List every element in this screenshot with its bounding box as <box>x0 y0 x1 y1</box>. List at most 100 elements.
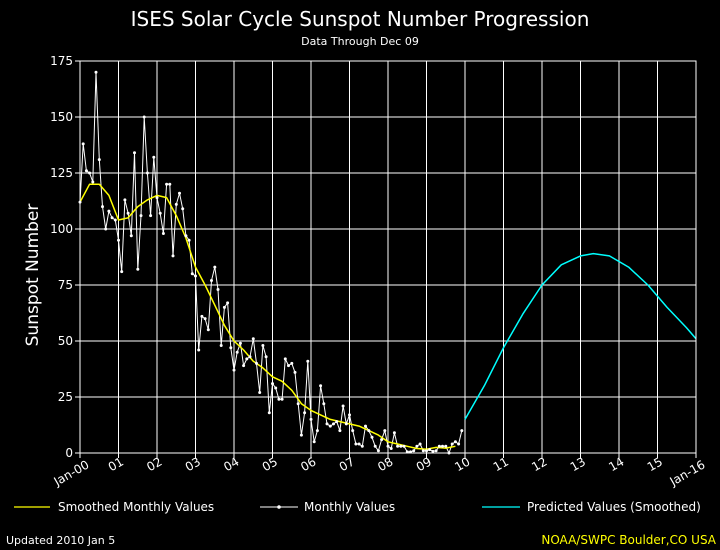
monthly-point <box>309 417 313 421</box>
monthly-point <box>344 422 348 426</box>
monthly-point <box>312 440 316 444</box>
monthly-point <box>392 431 396 435</box>
updated-text: Updated 2010 Jan 5 <box>6 534 115 547</box>
monthly-point <box>174 202 178 206</box>
grid <box>75 60 697 458</box>
monthly-point <box>383 429 387 433</box>
monthly-point <box>283 357 287 361</box>
monthly-point <box>101 205 104 209</box>
monthly-point <box>431 449 435 453</box>
monthly-point <box>296 402 300 406</box>
legend-smoothed-label: Smoothed Monthly Values <box>58 500 214 514</box>
monthly-point <box>373 444 377 448</box>
monthly-point <box>91 180 95 184</box>
monthly-point <box>338 429 342 433</box>
x-tick-label: 04 <box>221 454 241 474</box>
monthly-point <box>370 435 374 439</box>
monthly-point <box>418 442 422 446</box>
monthly-point <box>126 211 130 215</box>
monthly-point <box>84 169 88 173</box>
x-tick-label: Jan-16 <box>667 457 708 489</box>
monthly-point <box>113 218 117 222</box>
monthly-point <box>415 444 419 448</box>
x-tick-label: 14 <box>606 454 626 474</box>
monthly-point <box>133 151 136 155</box>
monthly-point <box>145 171 149 175</box>
y-tick-label: 75 <box>58 278 73 292</box>
monthly-point <box>453 440 457 444</box>
monthly-point <box>280 397 284 401</box>
x-tick-label: Jan-00 <box>51 457 92 489</box>
x-tick-label: 13 <box>568 454 588 474</box>
y-tick-label: 150 <box>50 110 73 124</box>
monthly-point <box>412 449 416 453</box>
legend-monthly-label: Monthly Values <box>304 500 395 514</box>
monthly-point <box>319 384 323 388</box>
monthly-point <box>213 265 217 269</box>
y-tick-label: 50 <box>58 334 73 348</box>
x-tick-label: 10 <box>452 454 472 474</box>
monthly-point <box>360 444 364 448</box>
monthly-point <box>104 227 108 231</box>
monthly-point <box>168 182 172 186</box>
legend-monthly-marker <box>277 505 281 509</box>
monthly-point <box>222 305 226 309</box>
monthly-point <box>107 209 111 213</box>
y-tick-label: 25 <box>58 390 73 404</box>
x-tick-label: 05 <box>260 454 280 474</box>
monthly-point <box>97 158 101 162</box>
series-line-smoothed-monthly-values <box>79 183 456 450</box>
y-tick-labels: 0 25 50 75 100 125 150 175 <box>50 54 73 460</box>
monthly-point <box>425 449 428 453</box>
monthly-point <box>200 314 204 318</box>
monthly-point <box>325 422 329 426</box>
monthly-point <box>399 444 403 448</box>
monthly-point <box>245 357 249 361</box>
legend: Smoothed Monthly Values Monthly Values P… <box>14 500 701 514</box>
monthly-point <box>149 214 153 218</box>
monthly-point <box>277 397 281 401</box>
monthly-point <box>120 270 124 274</box>
monthly-point <box>94 70 98 74</box>
monthly-point <box>444 444 448 448</box>
monthly-point <box>117 238 120 242</box>
monthly-point <box>155 196 159 200</box>
monthly-point <box>219 344 223 347</box>
x-tick-label: 11 <box>491 454 511 474</box>
x-tick-label: 02 <box>144 454 164 474</box>
legend-predicted-label: Predicted Values (Smoothed) <box>527 500 701 514</box>
monthly-point <box>232 368 236 372</box>
monthly-point <box>136 267 140 271</box>
monthly-point <box>306 359 310 363</box>
monthly-point <box>428 448 432 452</box>
monthly-point <box>303 411 307 415</box>
x-tick-label: 15 <box>645 454 665 474</box>
monthly-point <box>178 191 181 195</box>
x-tick-label: 07 <box>337 454 357 474</box>
monthly-point <box>190 272 194 276</box>
monthly-point <box>197 348 201 352</box>
monthly-point <box>437 444 441 448</box>
monthly-point <box>255 361 258 365</box>
monthly-point <box>161 232 165 235</box>
monthly-point <box>450 442 454 446</box>
y-tick-label: 125 <box>50 166 73 180</box>
monthly-point <box>460 429 464 433</box>
x-tick-label: 03 <box>183 454 203 474</box>
monthly-point <box>238 341 242 345</box>
monthly-point <box>264 355 268 359</box>
x-tick-label: 01 <box>106 454 126 474</box>
monthly-point <box>110 216 114 220</box>
monthly-point <box>441 444 444 448</box>
series-line-monthly-values <box>79 71 463 454</box>
credit-text: NOAA/SWPC Boulder,CO USA <box>541 533 716 547</box>
monthly-point <box>389 447 393 450</box>
monthly-point <box>332 422 335 426</box>
monthly-point <box>299 433 303 437</box>
monthly-point <box>181 207 185 211</box>
monthly-point <box>380 438 384 442</box>
monthly-point <box>139 214 143 218</box>
monthly-point <box>142 115 146 119</box>
y-tick-label: 100 <box>50 222 73 236</box>
monthly-point <box>357 442 361 446</box>
